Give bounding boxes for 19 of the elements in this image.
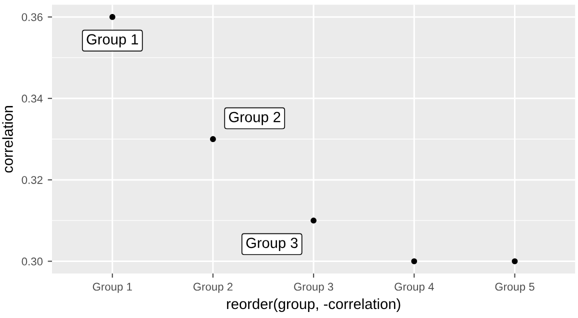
x-tick-label: Group 3 (294, 282, 334, 293)
point (109, 14, 116, 20)
point (210, 136, 216, 142)
x-tick-label: Group 5 (495, 282, 534, 293)
annotation: Group 3 (246, 238, 298, 251)
y-tick-label: 0.36 (22, 13, 43, 22)
point (512, 258, 518, 264)
y-tick-label: 0.30 (22, 258, 43, 266)
y-tick-label: 0.32 (22, 176, 42, 184)
y-tick-label: 0.34 (22, 94, 43, 103)
x-tick-label: Group 1 (92, 282, 132, 293)
point (411, 258, 418, 264)
x-tick-label: Group 2 (193, 282, 232, 293)
annotation: Group 1 (86, 34, 138, 48)
x-axis-title: reorder(group, -correlation) (227, 298, 400, 312)
x-tick-label: Group 4 (394, 282, 434, 293)
annotation: Group 2 (229, 112, 280, 126)
y-axis-title: correlation (2, 106, 13, 173)
point (310, 218, 317, 224)
